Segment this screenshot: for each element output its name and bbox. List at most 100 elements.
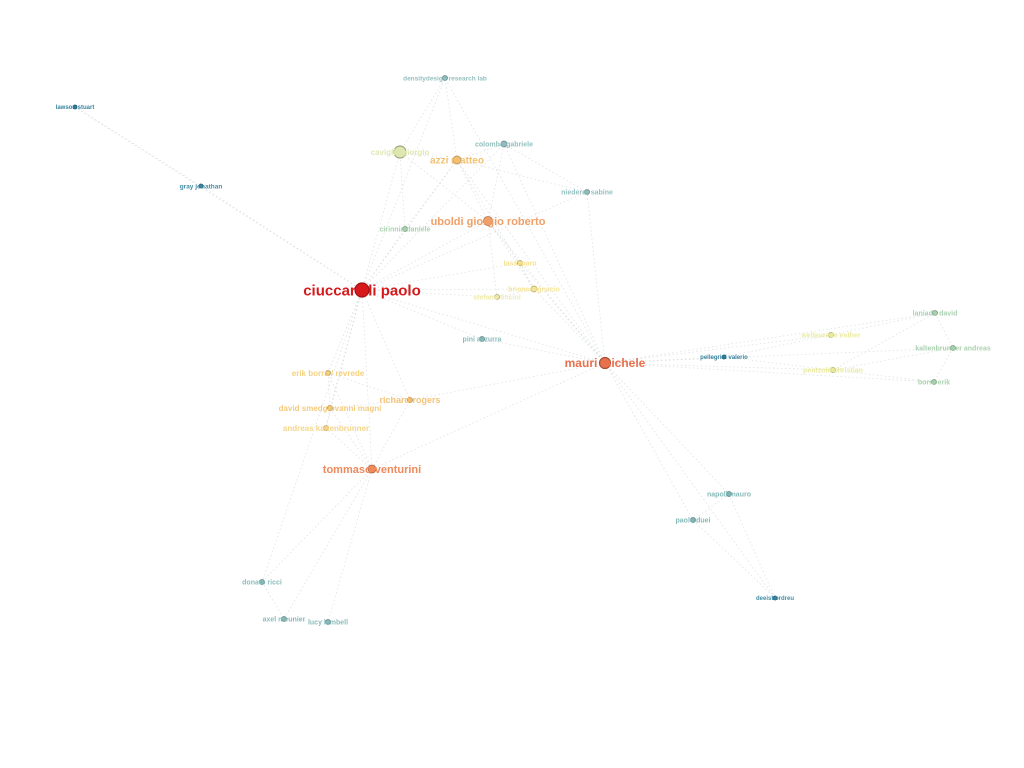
node-mauri[interactable]: [598, 356, 612, 370]
node-ericrevrede[interactable]: [325, 370, 331, 376]
node-pini[interactable]: [479, 336, 485, 342]
node-label-lawson: lawson stuart: [56, 105, 95, 111]
node-label-niederer: niederer sabine: [561, 189, 613, 196]
edge-ciuccarelli-niederer: [361, 191, 588, 291]
node-label-mauri: mauri michele: [565, 356, 646, 370]
node-rogers[interactable]: [407, 397, 413, 403]
node-label-briones: briones ignacio: [508, 286, 560, 293]
edge-mauri-uboldi: [487, 220, 606, 364]
node-cirinnia[interactable]: [402, 226, 408, 232]
edge-ciuccarelli-azzi: [361, 159, 458, 291]
edge-caviglia-density: [399, 77, 446, 153]
edge-mauri-colombo: [503, 143, 606, 364]
edge-pentzold-borra: [832, 369, 935, 383]
node-ciuccarelli[interactable]: [354, 282, 370, 298]
node-deeist[interactable]: [772, 595, 778, 601]
edge-ciuccarelli-tassi: [361, 262, 521, 291]
edge-mauri-azzi: [456, 159, 606, 364]
edge-mauri-briones: [533, 288, 606, 364]
node-label-borra: borra erik: [918, 379, 950, 386]
edge-pentzold-laniado: [832, 312, 936, 371]
edge-venturini-magni: [329, 407, 373, 470]
node-azzi[interactable]: [452, 155, 462, 165]
node-weltevrede[interactable]: [828, 332, 834, 338]
node-label-cirinnia: cirinnia daniele: [380, 226, 431, 233]
edge-mauri-tassi: [519, 262, 606, 364]
node-lawson[interactable]: [72, 104, 78, 110]
edge-magni-kaltenbrunner1: [325, 407, 331, 429]
node-meunier[interactable]: [281, 616, 287, 622]
edge-mauri-pini: [481, 338, 606, 364]
edge-mauri-rogers: [409, 362, 606, 401]
edge-mauri-deeist: [604, 362, 776, 599]
nodes-layer: [72, 75, 956, 625]
node-label-caviglia: caviglia giorgio: [371, 148, 430, 157]
node-label-stefano: stefano tincini: [473, 294, 521, 301]
edge-ciuccarelli-rogers: [361, 289, 411, 401]
node-gray[interactable]: [198, 183, 204, 189]
node-venturini[interactable]: [367, 464, 377, 474]
node-pentzold[interactable]: [830, 367, 836, 373]
node-label-pini: pini azzurra: [463, 336, 502, 343]
node-laniado[interactable]: [932, 310, 938, 316]
node-density[interactable]: [442, 75, 448, 81]
node-label-density: densitydesign research lab: [403, 75, 487, 82]
edge-uboldi-caviglia: [399, 151, 489, 222]
node-label-meunier: axel meunier: [263, 616, 306, 623]
node-label-pentzold: pentzold christian: [803, 367, 863, 374]
edge-napoli-deeist: [728, 493, 776, 599]
edge-ciuccarelli-pini: [361, 289, 483, 340]
node-label-weltevrede: weltevrede esther: [800, 332, 860, 339]
node-kaltenbrunner2[interactable]: [950, 345, 956, 351]
edge-mauri-niederer: [586, 191, 606, 364]
node-colombo[interactable]: [500, 140, 508, 148]
node-borra[interactable]: [931, 379, 937, 385]
node-label-donato: donato ricci: [242, 579, 282, 586]
edge-mauri-venturini: [371, 362, 606, 470]
edge-rogers-magni: [329, 399, 411, 409]
node-napoli[interactable]: [726, 491, 732, 497]
node-uboldi[interactable]: [483, 216, 493, 226]
edge-weltevrede-laniado: [830, 312, 936, 336]
node-label-magni: david smedgiovanni magni: [279, 404, 382, 413]
edge-venturini-kimbell: [327, 468, 373, 623]
node-label-duei: paolo duei: [676, 517, 711, 524]
node-tassi[interactable]: [517, 260, 523, 266]
node-niederer[interactable]: [584, 189, 590, 195]
node-label-colombo: colombo gabriele: [475, 141, 533, 148]
node-caviglia[interactable]: [393, 145, 407, 159]
node-pellegrini[interactable]: [721, 354, 727, 360]
node-kimbell[interactable]: [325, 619, 331, 625]
node-donato[interactable]: [259, 579, 265, 585]
node-duei[interactable]: [690, 517, 696, 523]
node-label-ericrevrede: erik borra / revrede: [292, 369, 365, 378]
edge-pentzold-kaltenbrunner2: [832, 347, 954, 371]
edge-meunier-kimbell: [283, 618, 329, 623]
edge-ciuccarelli-briones: [361, 288, 535, 291]
node-label-deeist: deeist ordreu: [756, 596, 794, 602]
node-label-gray: gray jonathan: [180, 183, 223, 190]
node-label-tassi: tassi paro: [503, 260, 536, 267]
edge-lawson-gray: [74, 106, 202, 187]
node-label-azzi: azzi matteo: [430, 156, 484, 167]
node-label-kimbell: lucy kimbell: [308, 619, 348, 626]
edge-ericrevrede-magni: [327, 372, 331, 409]
node-briones[interactable]: [530, 285, 538, 293]
node-kaltenbrunner1[interactable]: [323, 425, 329, 431]
edge-azzi-caviglia: [399, 151, 458, 161]
node-label-ciuccarelli: ciuccarelli paolo: [303, 282, 421, 299]
node-stefano[interactable]: [494, 294, 500, 300]
edge-mauri-borra: [604, 362, 935, 383]
edge-ciuccarelli-donato: [261, 289, 363, 583]
edge-azzi-briones: [456, 159, 535, 290]
node-magni[interactable]: [327, 405, 333, 411]
edge-napoli-duei: [692, 493, 730, 521]
edge-azzi-density: [444, 77, 458, 161]
edge-kaltenbrunner2-borra: [933, 347, 954, 383]
edge-ciuccarelli-cirinnia: [361, 228, 406, 291]
edge-azzi-colombo: [456, 143, 505, 161]
edge-uboldi-briones: [487, 220, 535, 290]
edge-ciuccarelli-ericrevrede: [327, 289, 363, 374]
